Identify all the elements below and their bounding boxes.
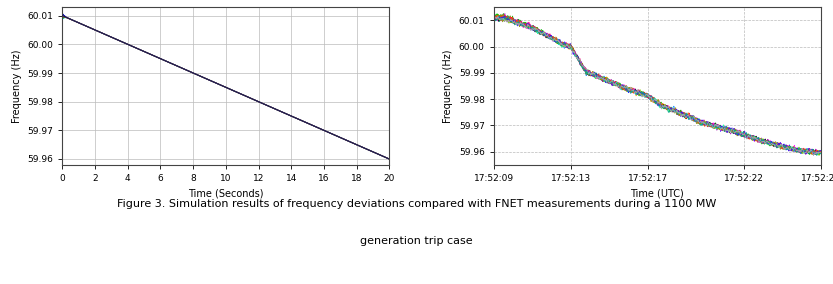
Text: generation trip case: generation trip case <box>360 236 473 246</box>
Text: Figure 3. Simulation results of frequency deviations compared with FNET measurem: Figure 3. Simulation results of frequenc… <box>117 199 716 209</box>
X-axis label: Time (Seconds): Time (Seconds) <box>188 188 263 198</box>
X-axis label: Time (UTC): Time (UTC) <box>631 188 684 198</box>
Y-axis label: Frequency (Hz): Frequency (Hz) <box>12 49 22 123</box>
Y-axis label: Frequency (Hz): Frequency (Hz) <box>443 49 453 123</box>
